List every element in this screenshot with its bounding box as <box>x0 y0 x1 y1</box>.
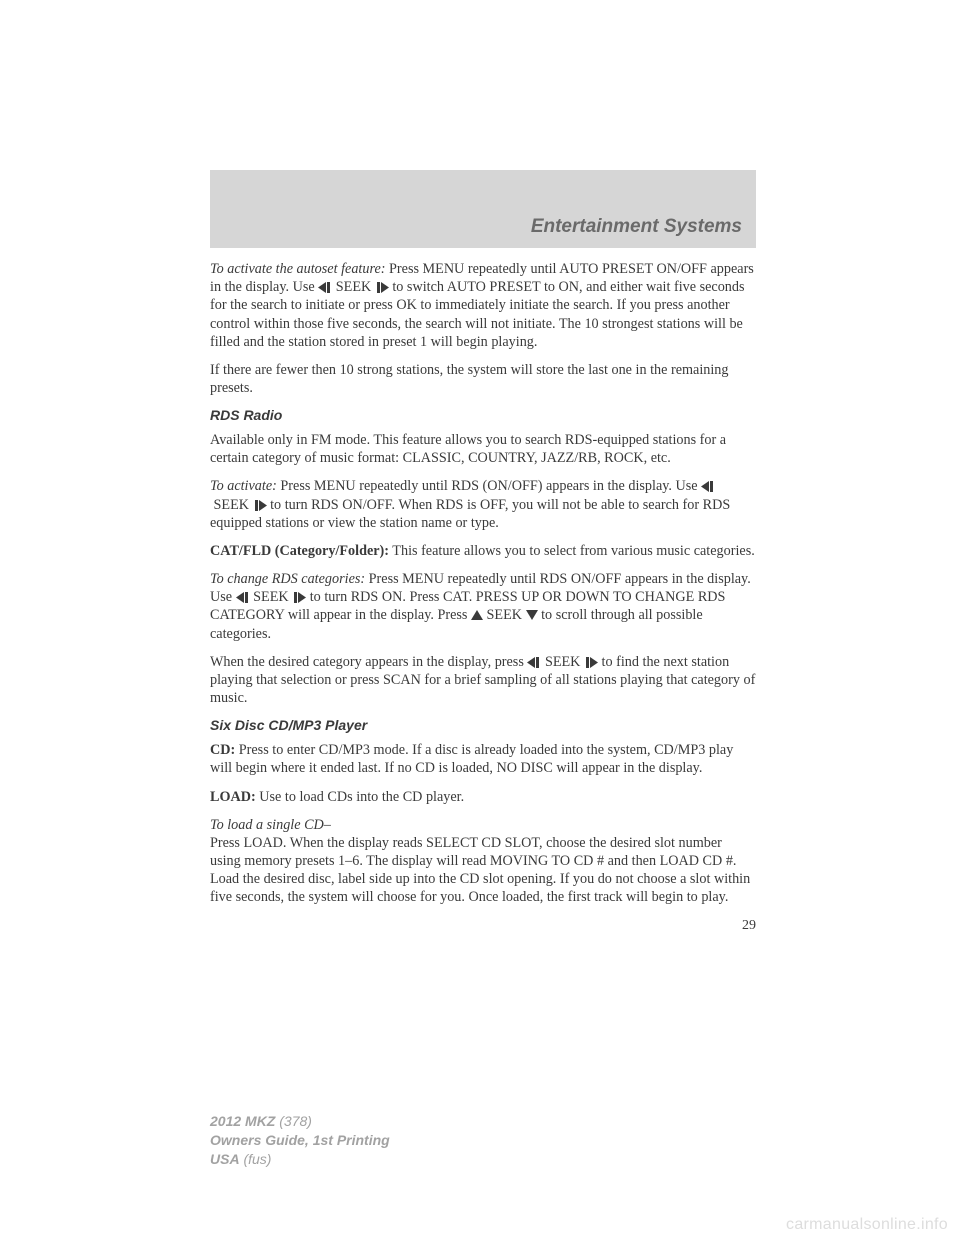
lead-autoset: To activate the autoset feature: <box>210 261 385 277</box>
seek-prev-icon <box>236 592 250 603</box>
text: When the desired category appears in the… <box>210 654 527 670</box>
watermark: carmanualsonline.info <box>786 1216 948 1234</box>
footer-model: 2012 MKZ <box>210 1113 275 1129</box>
heading-rds: RDS Radio <box>210 407 756 425</box>
footer-block: 2012 MKZ (378) Owners Guide, 1st Printin… <box>210 1112 390 1169</box>
triangle-up-icon <box>471 610 483 620</box>
seek-next-icon <box>375 282 389 293</box>
seek-next-icon <box>584 657 598 668</box>
paragraph-rds-intro: Available only in FM mode. This feature … <box>210 431 756 467</box>
header-band: Entertainment Systems <box>210 170 756 248</box>
paragraph-load-single: To load a single CD– <box>210 816 756 834</box>
seek-label: SEEK <box>487 607 522 623</box>
seek-label: SEEK <box>214 497 249 513</box>
lead-load-single: To load a single CD– <box>210 817 331 833</box>
seek-label: SEEK <box>545 654 580 670</box>
manual-page: Entertainment Systems To activate the au… <box>210 170 756 1070</box>
seek-prev-icon <box>701 481 715 492</box>
text: This feature allows you to select from v… <box>389 543 755 559</box>
paragraph-cd: CD: Press to enter CD/MP3 mode. If a dis… <box>210 741 756 777</box>
footer-line-model: 2012 MKZ (378) <box>210 1112 390 1131</box>
paragraph-rds-activate: To activate: Press MENU repeatedly until… <box>210 477 756 532</box>
page-number: 29 <box>210 917 756 935</box>
paragraph-load: LOAD: Use to load CDs into the CD player… <box>210 788 756 806</box>
paragraph-autoset: To activate the autoset feature: Press M… <box>210 260 756 351</box>
paragraph-load-single-body: Press LOAD. When the display reads SELEC… <box>210 834 756 907</box>
footer-guide: Owners Guide, 1st Printing <box>210 1131 390 1150</box>
page-content: To activate the autoset feature: Press M… <box>210 248 756 935</box>
text: Press MENU repeatedly until RDS (ON/OFF)… <box>277 478 701 494</box>
lead-activate: To activate: <box>210 478 277 494</box>
footer-region-code: (fus) <box>240 1151 272 1167</box>
seek-label: SEEK <box>253 589 288 605</box>
text: to turn RDS ON/OFF. When RDS is OFF, you… <box>210 497 730 531</box>
heading-cdmp3: Six Disc CD/MP3 Player <box>210 717 756 735</box>
lead-load: LOAD: <box>210 789 256 805</box>
paragraph-change-categories: To change RDS categories: Press MENU rep… <box>210 570 756 643</box>
text: Use to load CDs into the CD player. <box>256 789 464 805</box>
text: Press to enter CD/MP3 mode. If a disc is… <box>210 742 733 776</box>
seek-label: SEEK <box>336 279 371 295</box>
seek-prev-icon <box>527 657 541 668</box>
seek-prev-icon <box>318 282 332 293</box>
paragraph-fewer-stations: If there are fewer then 10 strong statio… <box>210 361 756 397</box>
paragraph-catfld: CAT/FLD (Category/Folder): This feature … <box>210 542 756 560</box>
triangle-down-icon <box>526 610 538 620</box>
lead-cd: CD: <box>210 742 235 758</box>
section-title: Entertainment Systems <box>531 216 742 238</box>
seek-next-icon <box>253 500 267 511</box>
footer-region: USA <box>210 1151 240 1167</box>
lead-catfld: CAT/FLD (Category/Folder): <box>210 543 389 559</box>
lead-change-cat: To change RDS categories: <box>210 571 365 587</box>
footer-line-region: USA (fus) <box>210 1150 390 1169</box>
footer-model-code: (378) <box>275 1113 312 1129</box>
seek-next-icon <box>292 592 306 603</box>
paragraph-desired-category: When the desired category appears in the… <box>210 653 756 708</box>
